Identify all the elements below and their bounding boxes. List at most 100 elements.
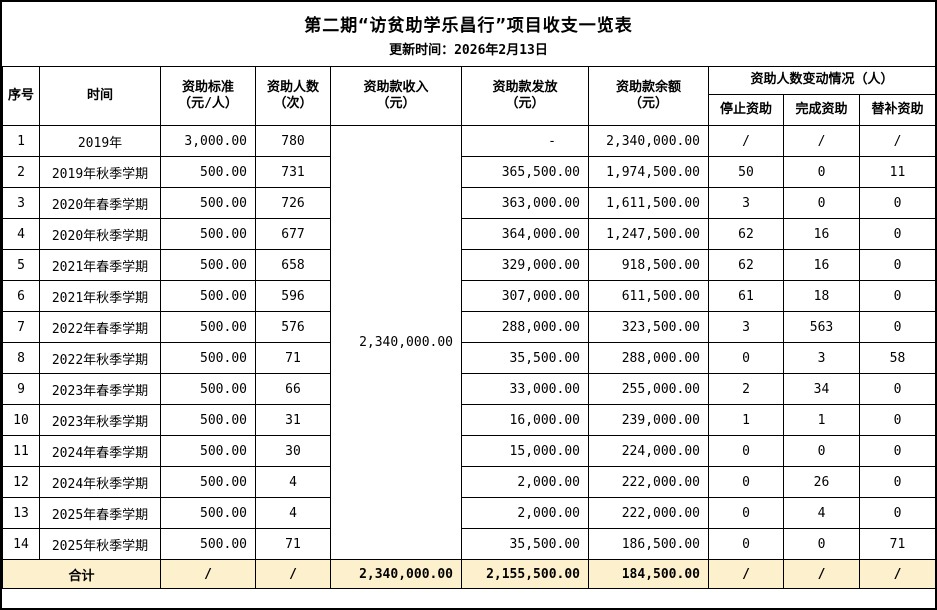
cell-count: 4 bbox=[255, 466, 331, 498]
cell-substitute: 0 bbox=[859, 497, 935, 529]
cell-time: 2021年秋季学期 bbox=[39, 280, 161, 312]
cell-time: 2019年 bbox=[39, 125, 161, 157]
cell-count: 576 bbox=[255, 311, 331, 343]
col-header-time: 时间 bbox=[39, 66, 161, 126]
cell-count: 71 bbox=[255, 342, 331, 374]
table-row: 6 2021年秋季学期 500.00 596 307,000.00 611,500.00 6… bbox=[2, 280, 935, 312]
cell-stopped: 50 bbox=[708, 156, 784, 188]
cell-substitute: 0 bbox=[859, 311, 935, 343]
cell-count: 66 bbox=[255, 373, 331, 405]
cell-balance: 288,000.00 bbox=[588, 342, 709, 374]
total-disbursed: 2,155,500.00 bbox=[461, 559, 589, 589]
cell-balance: 239,000.00 bbox=[588, 404, 709, 436]
cell-substitute: 0 bbox=[859, 280, 935, 312]
cell-substitute: 0 bbox=[859, 187, 935, 219]
cell-substitute: 0 bbox=[859, 435, 935, 467]
total-balance: 184,500.00 bbox=[588, 559, 709, 589]
col-header-change-group: 资助人数变动情况（人） bbox=[708, 66, 935, 95]
cell-balance: 1,974,500.00 bbox=[588, 156, 709, 188]
cell-stopped: 1 bbox=[708, 404, 784, 436]
cell-standard: 500.00 bbox=[160, 187, 256, 219]
cell-disbursed: - bbox=[461, 125, 589, 157]
cell-balance: 222,000.00 bbox=[588, 466, 709, 498]
cell-index: 4 bbox=[2, 218, 40, 250]
cell-completed: 16 bbox=[783, 249, 860, 281]
cell-time: 2020年秋季学期 bbox=[39, 218, 161, 250]
total-standard: / bbox=[160, 559, 256, 589]
cell-stopped: 0 bbox=[708, 528, 784, 560]
cell-standard: 500.00 bbox=[160, 528, 256, 560]
cell-standard: 500.00 bbox=[160, 373, 256, 405]
cell-index: 8 bbox=[2, 342, 40, 374]
cell-stopped: 2 bbox=[708, 373, 784, 405]
cell-stopped: 62 bbox=[708, 218, 784, 250]
cell-count: 71 bbox=[255, 528, 331, 560]
cell-disbursed: 35,500.00 bbox=[461, 342, 589, 374]
cell-count: 596 bbox=[255, 280, 331, 312]
cell-time: 2024年春季学期 bbox=[39, 435, 161, 467]
cell-count: 677 bbox=[255, 218, 331, 250]
cell-substitute: 58 bbox=[859, 342, 935, 374]
cell-completed: 16 bbox=[783, 218, 860, 250]
cell-time: 2023年秋季学期 bbox=[39, 404, 161, 436]
cell-substitute: 0 bbox=[859, 466, 935, 498]
cell-count: 780 bbox=[255, 125, 331, 157]
cell-disbursed: 288,000.00 bbox=[461, 311, 589, 343]
table-row: 14 2025年秋季学期 500.00 71 35,500.00 186,500.00 0 0… bbox=[2, 528, 935, 560]
total-substitute: / bbox=[859, 559, 935, 589]
cell-balance: 1,611,500.00 bbox=[588, 187, 709, 219]
cell-time: 2021年春季学期 bbox=[39, 249, 161, 281]
cell-stopped: 3 bbox=[708, 187, 784, 219]
cell-standard: 500.00 bbox=[160, 342, 256, 374]
total-label: 合计 bbox=[2, 559, 161, 589]
cell-index: 10 bbox=[2, 404, 40, 436]
cell-balance: 611,500.00 bbox=[588, 280, 709, 312]
cell-time: 2020年春季学期 bbox=[39, 187, 161, 219]
cell-standard: 500.00 bbox=[160, 280, 256, 312]
cell-time: 2022年秋季学期 bbox=[39, 342, 161, 374]
table-row: 4 2020年秋季学期 500.00 677 364,000.00 1,247,500.0… bbox=[2, 218, 935, 250]
cell-stopped: 3 bbox=[708, 311, 784, 343]
cell-stopped: 0 bbox=[708, 435, 784, 467]
cell-substitute: 0 bbox=[859, 404, 935, 436]
col-header-index: 序号 bbox=[2, 66, 40, 126]
cell-standard: 500.00 bbox=[160, 466, 256, 498]
cell-stopped: / bbox=[708, 125, 784, 157]
cell-completed: 0 bbox=[783, 156, 860, 188]
cell-time: 2025年秋季学期 bbox=[39, 528, 161, 560]
cell-index: 3 bbox=[2, 187, 40, 219]
cell-completed: 18 bbox=[783, 280, 860, 312]
cell-time: 2024年秋季学期 bbox=[39, 466, 161, 498]
cell-disbursed: 35,500.00 bbox=[461, 528, 589, 560]
table-header: 序号 时间 资助标准 （元/人） 资助人数 （次） 资助款收入 （元） 资助款发… bbox=[2, 66, 935, 126]
update-time: 更新时间：2026年2月13日 bbox=[389, 42, 548, 58]
col-header-substitute: 替补资助 bbox=[859, 94, 935, 126]
table-row: 10 2023年秋季学期 500.00 31 16,000.00 239,000.00 1 1… bbox=[2, 404, 935, 436]
cell-completed: 3 bbox=[783, 342, 860, 374]
table-row: 12 2024年秋季学期 500.00 4 2,000.00 222,000.00 0 26 0 bbox=[2, 466, 935, 498]
cell-disbursed: 2,000.00 bbox=[461, 466, 589, 498]
cell-standard: 500.00 bbox=[160, 311, 256, 343]
cell-balance: 323,500.00 bbox=[588, 311, 709, 343]
cell-standard: 500.00 bbox=[160, 404, 256, 436]
cell-completed: 4 bbox=[783, 497, 860, 529]
cell-completed: 0 bbox=[783, 528, 860, 560]
cell-stopped: 0 bbox=[708, 466, 784, 498]
table-row: 1 2019年 3,000.00 780 2,340,000.00-2,340,000.… bbox=[2, 125, 935, 560]
cell-standard: 3,000.00 bbox=[160, 125, 256, 157]
cell-substitute: 11 bbox=[859, 156, 935, 188]
cell-index: 9 bbox=[2, 373, 40, 405]
cell-substitute: 0 bbox=[859, 373, 935, 405]
table-row: 7 2022年春季学期 500.00 576 288,000.00 323,500.00 3… bbox=[2, 311, 935, 343]
table-row: 13 2025年春季学期 500.00 4 2,000.00 222,000.00 0 4 0 bbox=[2, 497, 935, 529]
cell-balance: 1,247,500.00 bbox=[588, 218, 709, 250]
table-row: 3 2020年春季学期 500.00 726 363,000.00 1,611,500.0… bbox=[2, 187, 935, 219]
cell-stopped: 0 bbox=[708, 497, 784, 529]
cell-standard: 500.00 bbox=[160, 218, 256, 250]
total-stopped: / bbox=[708, 559, 784, 589]
cell-time: 2023年春季学期 bbox=[39, 373, 161, 405]
cell-standard: 500.00 bbox=[160, 249, 256, 281]
cell-balance: 186,500.00 bbox=[588, 528, 709, 560]
cell-index: 6 bbox=[2, 280, 40, 312]
